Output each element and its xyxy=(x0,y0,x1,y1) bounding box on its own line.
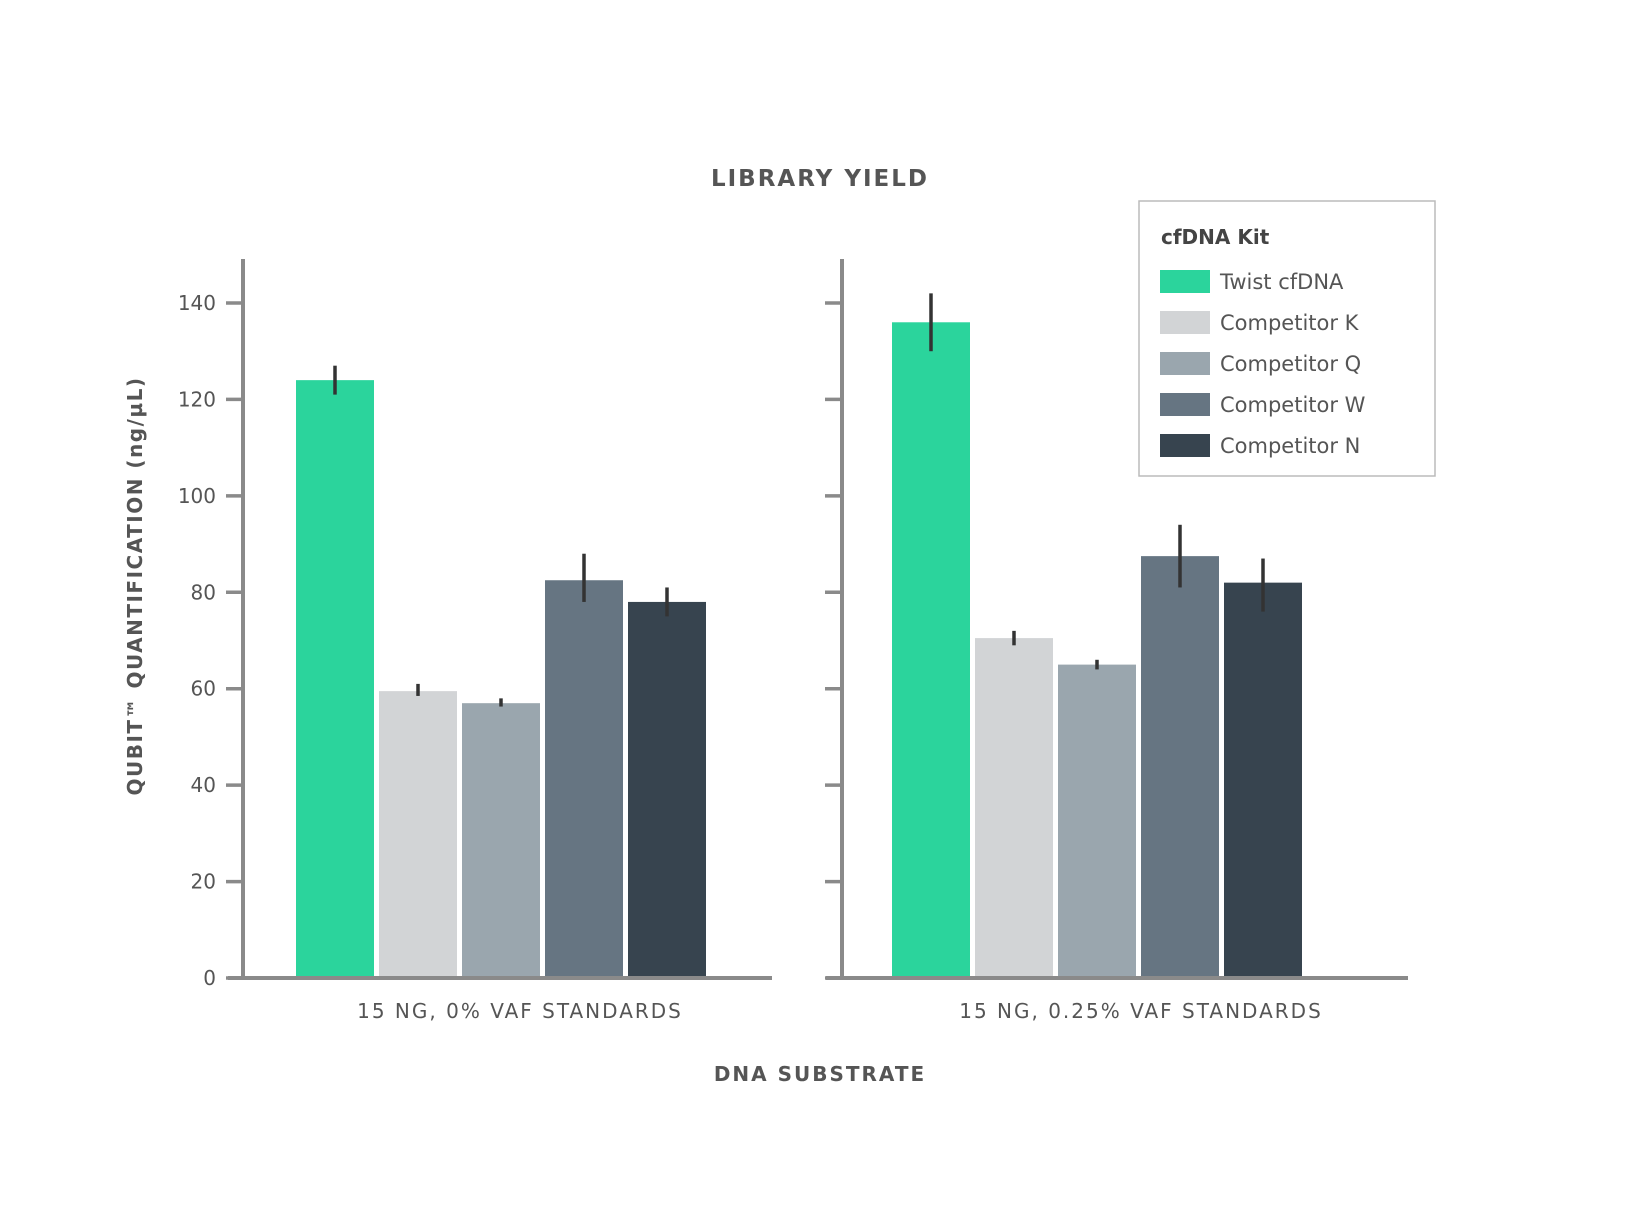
legend-label: Twist cfDNA xyxy=(1219,270,1344,294)
legend-swatch xyxy=(1160,311,1210,334)
y-tick-label: 120 xyxy=(178,387,216,411)
y-tick-label: 140 xyxy=(178,291,216,315)
bar-competitor-w xyxy=(1141,556,1219,978)
y-tick-label: 40 xyxy=(191,773,216,797)
legend-swatch xyxy=(1160,352,1210,375)
legend-label: Competitor N xyxy=(1220,434,1360,458)
bar-competitor-n xyxy=(628,601,706,978)
chart-title: LIBRARY YIELD xyxy=(711,166,929,192)
bar-competitor-k xyxy=(975,638,1053,978)
legend-label: Competitor Q xyxy=(1220,352,1361,376)
legend-label: Competitor W xyxy=(1220,393,1366,417)
bar-competitor-n xyxy=(1224,582,1302,978)
legend-swatch xyxy=(1160,270,1210,293)
y-tick-label: 20 xyxy=(191,870,216,894)
bar-competitor-q xyxy=(462,703,540,978)
legend-swatch xyxy=(1160,393,1210,416)
legend-title: cfDNA Kit xyxy=(1161,225,1270,249)
legend: cfDNA Kit Twist cfDNA Competitor K Competi… xyxy=(1138,200,1436,477)
category-label: 15 NG, 0.25% VAF STANDARDS xyxy=(959,999,1323,1023)
y-axis-label: QUBIT™ QUANTIFICATION (ng/µL) xyxy=(123,376,147,795)
legend-swatch xyxy=(1160,434,1210,457)
legend-box xyxy=(1138,200,1436,477)
x-axis-label: DNA SUBSTRATE xyxy=(714,1062,926,1086)
bar-twist-cfdna xyxy=(892,322,970,978)
y-tick-label: 100 xyxy=(178,484,216,508)
bar-twist-cfdna xyxy=(296,380,374,979)
legend-label: Competitor K xyxy=(1220,311,1360,335)
bar-competitor-w xyxy=(545,580,623,978)
y-tick-label: 60 xyxy=(191,677,216,701)
bar-competitor-q xyxy=(1058,664,1136,978)
bar-competitor-k xyxy=(379,691,457,978)
category-label: 15 NG, 0% VAF STANDARDS xyxy=(357,999,683,1023)
y-tick-label: 80 xyxy=(191,580,216,604)
y-tick-label: 0 xyxy=(203,966,216,990)
